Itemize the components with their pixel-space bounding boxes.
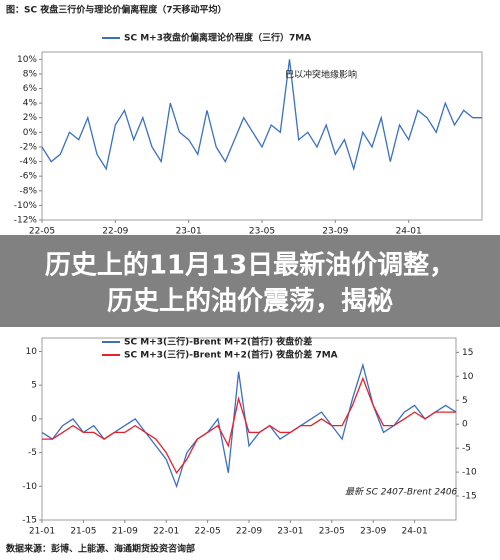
x-tick-label: 21-09 [112, 527, 138, 537]
y-tick-label: 10 [26, 347, 38, 357]
y-tick-label: 8% [23, 69, 38, 79]
x-tick-label: 23-01 [277, 527, 303, 537]
y-tick-label: -8% [19, 186, 37, 196]
y-tick-label: 5 [31, 381, 37, 391]
y2-tick-label: 10 [462, 372, 474, 382]
y2-tick-label: 0 [462, 420, 468, 430]
y-tick-label: 6% [23, 84, 38, 94]
y-tick-label: -6% [19, 172, 37, 182]
series-line [41, 59, 482, 172]
x-tick-label: 23-09 [322, 227, 348, 237]
x-tick-label: 22-01 [153, 527, 179, 537]
banner-line: 历史上的11月13日最新油价调整， [45, 250, 455, 281]
y-tick-label: 10% [17, 55, 37, 65]
legend-label: SC M+3(三行)-Brent M+2(首行) 夜盘价差 7MA [124, 349, 338, 361]
x-tick-label: 24-01 [396, 227, 422, 237]
legend-label: SC M+3夜盘价偏离理论价程度（三行）7MA [124, 32, 311, 44]
x-tick-label: 22-05 [29, 227, 55, 237]
y-tick-label: 2% [23, 113, 38, 123]
y-tick-label: -12% [14, 216, 38, 226]
x-tick-label: 21-05 [70, 527, 96, 537]
x-tick-label: 23-05 [249, 227, 275, 237]
y-tick-label: 0% [23, 128, 38, 138]
banner-line: 历史上的油价震荡，揭秘 [107, 286, 393, 317]
x-tick-label: 22-09 [236, 527, 262, 537]
y2-tick-label: 15 [462, 348, 473, 358]
y-tick-label: -10 [22, 482, 37, 492]
y-tick-label: 4% [23, 99, 38, 109]
x-tick-label: 22-09 [102, 227, 128, 237]
legend-label: SC M+3(三行)-Brent M+2(首行) 夜盘价差 [124, 336, 312, 348]
x-tick-label: 24-01 [402, 527, 428, 537]
charts: 图：SC 夜盘三行价与理论价偏离程度（7天移动平均） -12% -10% -8% -6%… [6, 4, 483, 555]
annotation: 最新 SC 2407-Brent 2406 [345, 487, 458, 498]
series-line [42, 376, 456, 475]
y2-tick-label: -10 [462, 468, 477, 478]
x-tick-label: 23-05 [319, 527, 345, 537]
x-tick-label: 21-01 [29, 527, 55, 537]
y-tick-label: -2% [19, 142, 37, 152]
y-tick-label: -15 [22, 516, 37, 526]
y-tick-label: -5 [28, 448, 37, 458]
y2-tick-label: 5 [462, 396, 468, 406]
y-tick-label: 0 [31, 414, 37, 424]
annotation: 巴以冲突地缘影响 [285, 69, 357, 81]
source-note: 数据来源：彭博、上能源、海通期货投资咨询部 [6, 543, 195, 555]
y2-tick-label: -15 [462, 492, 477, 502]
y-tick-label: -10% [14, 201, 38, 211]
chart-title: 图：SC 夜盘三行价与理论价偏离程度（7天移动平均） [6, 4, 226, 16]
x-tick-label: 23-09 [360, 527, 386, 537]
banner-backdrop [0, 235, 500, 327]
y2-tick-label: -5 [462, 444, 471, 454]
y-tick-label: -4% [19, 157, 37, 167]
x-tick-label: 22-05 [195, 527, 221, 537]
x-tick-label: 23-01 [176, 227, 202, 237]
